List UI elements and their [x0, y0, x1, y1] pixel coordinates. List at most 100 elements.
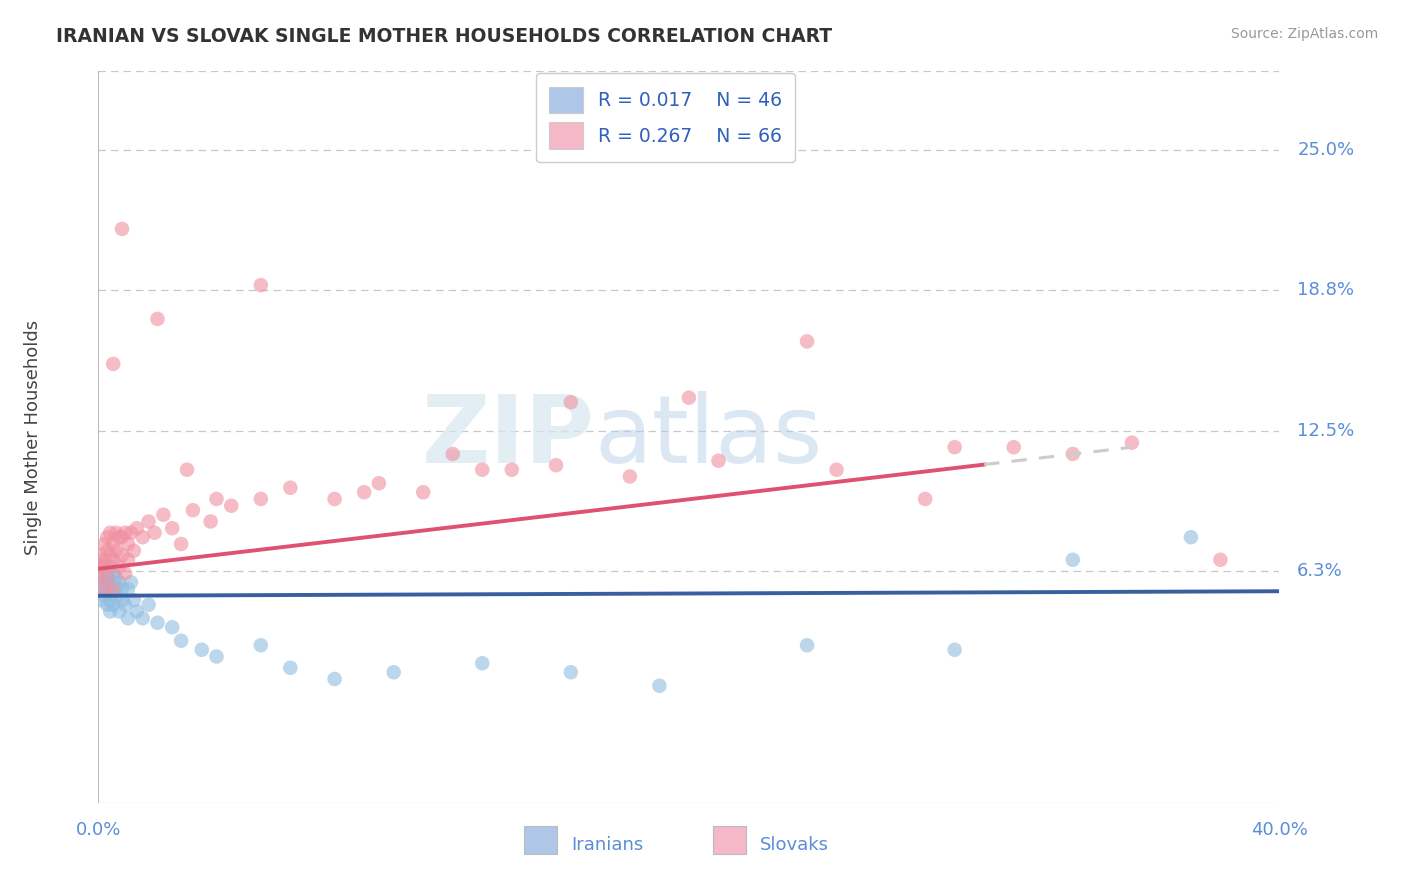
Point	[103, 537, 125, 551]
Point	[441, 447, 464, 461]
Point	[111, 222, 134, 236]
Point	[323, 491, 346, 506]
Point	[96, 598, 118, 612]
Point	[105, 582, 128, 596]
Point	[796, 638, 818, 652]
Point	[412, 485, 434, 500]
FancyBboxPatch shape	[523, 826, 557, 854]
Point	[501, 463, 523, 477]
Point	[111, 593, 134, 607]
Point	[191, 642, 214, 657]
Point	[368, 476, 391, 491]
Point	[117, 582, 139, 596]
Point	[250, 278, 273, 293]
Point	[146, 312, 169, 326]
Text: IRANIAN VS SLOVAK SINGLE MOTHER HOUSEHOLDS CORRELATION CHART: IRANIAN VS SLOVAK SINGLE MOTHER HOUSEHOL…	[56, 27, 832, 45]
Point	[914, 491, 936, 506]
Point	[382, 665, 405, 680]
Point	[108, 559, 131, 574]
Point	[111, 530, 134, 544]
Point	[280, 481, 302, 495]
Point	[98, 580, 121, 594]
Point	[98, 593, 121, 607]
Text: Iranians: Iranians	[571, 836, 643, 855]
Point	[105, 525, 128, 540]
Text: 40.0%: 40.0%	[1251, 821, 1308, 838]
Point	[103, 566, 125, 581]
Point	[205, 491, 228, 506]
Text: Slovaks: Slovaks	[759, 836, 828, 855]
Point	[1180, 530, 1202, 544]
Text: 0.0%: 0.0%	[76, 821, 121, 838]
Point	[103, 553, 125, 567]
Point	[87, 571, 110, 585]
Point	[280, 661, 302, 675]
Point	[353, 485, 375, 500]
Point	[181, 503, 204, 517]
Point	[143, 525, 166, 540]
Point	[90, 548, 112, 562]
Point	[678, 391, 700, 405]
Point	[103, 575, 125, 590]
Point	[200, 515, 222, 529]
Point	[96, 543, 118, 558]
Point	[98, 559, 121, 574]
FancyBboxPatch shape	[713, 826, 745, 854]
Point	[117, 553, 139, 567]
Text: 12.5%: 12.5%	[1298, 423, 1354, 441]
Point	[87, 559, 110, 574]
Point	[170, 537, 193, 551]
Point	[105, 571, 128, 585]
Point	[796, 334, 818, 349]
Point	[1062, 553, 1084, 567]
Point	[114, 598, 136, 612]
Point	[103, 598, 125, 612]
Point	[132, 611, 155, 625]
Point	[146, 615, 169, 630]
Point	[471, 657, 494, 671]
Legend: R = 0.017    N = 46, R = 0.267    N = 66: R = 0.017 N = 46, R = 0.267 N = 66	[536, 73, 794, 162]
Point	[138, 598, 160, 612]
Point	[117, 537, 139, 551]
Point	[471, 463, 494, 477]
Point	[125, 605, 148, 619]
Point	[138, 515, 160, 529]
Point	[250, 638, 273, 652]
Point	[250, 491, 273, 506]
Point	[546, 458, 568, 473]
Point	[1209, 553, 1232, 567]
Point	[108, 575, 131, 590]
Point	[93, 553, 115, 567]
Point	[96, 530, 118, 544]
Point	[96, 582, 118, 596]
Point	[103, 357, 125, 371]
Point	[170, 633, 193, 648]
Point	[1002, 440, 1025, 454]
Point	[132, 530, 155, 544]
Text: ZIP: ZIP	[422, 391, 595, 483]
Point	[108, 530, 131, 544]
Text: 6.3%: 6.3%	[1298, 562, 1343, 580]
Point	[98, 605, 121, 619]
Point	[221, 499, 243, 513]
Point	[93, 589, 115, 603]
Text: atlas: atlas	[595, 391, 823, 483]
Point	[943, 642, 966, 657]
Point	[103, 582, 125, 596]
Point	[87, 571, 110, 585]
Point	[111, 548, 134, 562]
Point	[93, 559, 115, 574]
Point	[114, 525, 136, 540]
Point	[96, 571, 118, 585]
Point	[122, 593, 145, 607]
Text: 18.8%: 18.8%	[1298, 281, 1354, 299]
Point	[1121, 435, 1143, 450]
Point	[120, 575, 142, 590]
Point	[120, 525, 142, 540]
Point	[117, 611, 139, 625]
Point	[707, 453, 730, 467]
Point	[87, 566, 110, 581]
Point	[125, 521, 148, 535]
Point	[162, 521, 183, 535]
Point	[323, 672, 346, 686]
